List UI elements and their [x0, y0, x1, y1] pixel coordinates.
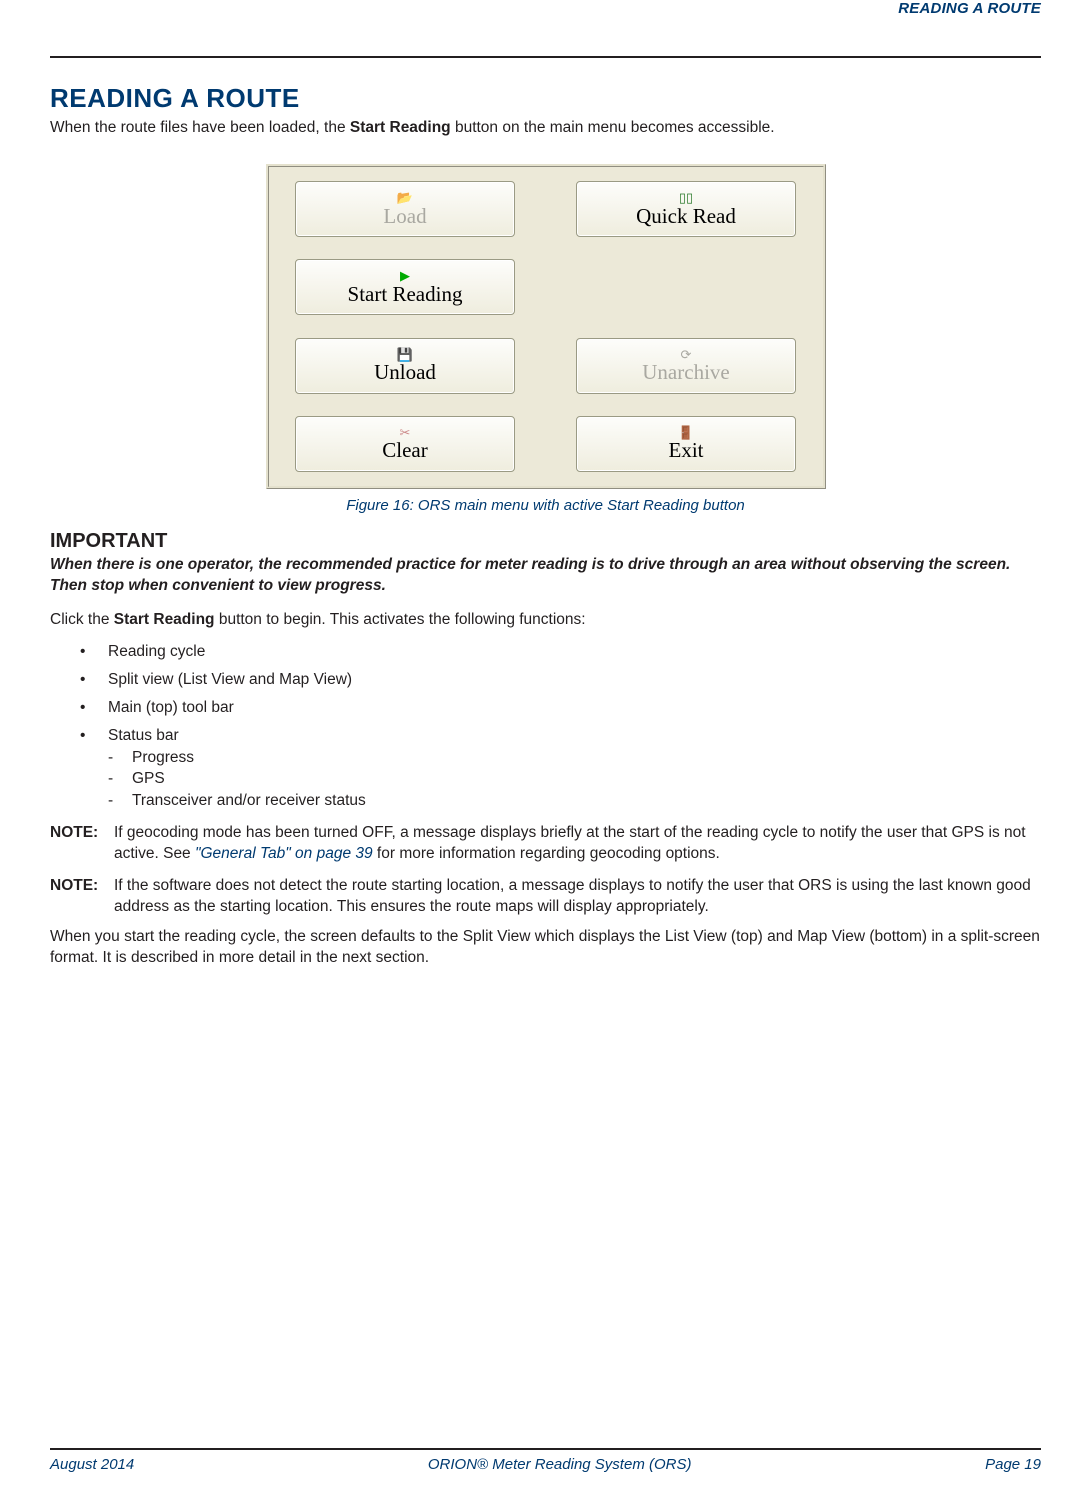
ors-main-menu-screenshot: 📂 Load ▯▯ Quick Read ▶ Start Reading 💾 U… — [266, 164, 826, 489]
clear-icon: ✂ — [400, 425, 411, 439]
list-item: Status bar Progress GPS Transceiver and/… — [80, 727, 1041, 812]
list-item: Progress — [108, 747, 1041, 769]
play-icon: ▶ — [400, 269, 410, 283]
note-label: NOTE: — [50, 875, 102, 918]
folder-open-icon: 📂 — [397, 191, 413, 205]
list-item: GPS — [108, 768, 1041, 790]
unarchive-label: Unarchive — [642, 361, 729, 384]
status-bar-sublist: Progress GPS Transceiver and/or receiver… — [108, 747, 1041, 812]
closing-paragraph: When you start the reading cycle, the sc… — [50, 927, 1041, 969]
important-heading: IMPORTANT — [50, 530, 1041, 553]
note-label: NOTE: — [50, 822, 102, 865]
footer-rule — [50, 1448, 1041, 1450]
quick-read-button: ▯▯ Quick Read — [576, 181, 796, 237]
footer-page: Page 19 — [985, 1456, 1041, 1473]
intro-paragraph: When the route files have been loaded, t… — [50, 118, 1041, 139]
note-body: If geocoding mode has been turned OFF, a… — [114, 822, 1041, 865]
start-reading-label: Start Reading — [348, 283, 463, 306]
intro-post: button on the main menu becomes accessib… — [451, 119, 775, 136]
click-bold: Start Reading — [114, 611, 215, 628]
save-icon: 💾 — [397, 347, 413, 361]
exit-label: Exit — [669, 439, 704, 462]
note-body: If the software does not detect the rout… — [114, 875, 1041, 918]
functions-list: Reading cycle Split view (List View and … — [50, 643, 1041, 812]
list-item: Main (top) tool bar — [80, 699, 1041, 717]
intro-bold: Start Reading — [350, 119, 451, 136]
footer-product: ORION® Meter Reading System (ORS) — [428, 1456, 692, 1473]
list-item-label: Status bar — [108, 727, 179, 744]
load-button: 📂 Load — [295, 181, 515, 237]
unarchive-icon: ⟳ — [681, 347, 692, 361]
page-footer: August 2014 ORION® Meter Reading System … — [50, 1448, 1041, 1473]
list-item: Reading cycle — [80, 643, 1041, 661]
intro-pre: When the route files have been loaded, t… — [50, 119, 350, 136]
note-2: NOTE: If the software does not detect th… — [50, 875, 1041, 918]
start-reading-button: ▶ Start Reading — [295, 259, 515, 315]
unload-button: 💾 Unload — [295, 338, 515, 394]
clear-button: ✂ Clear — [295, 416, 515, 472]
cross-reference-link[interactable]: "General Tab" on page 39 — [195, 845, 373, 862]
unarchive-button: ⟳ Unarchive — [576, 338, 796, 394]
note-1: NOTE: If geocoding mode has been turned … — [50, 822, 1041, 865]
note1-post: for more information regarding geocoding… — [373, 845, 720, 862]
exit-button: 🚪 Exit — [576, 416, 796, 472]
footer-date: August 2014 — [50, 1456, 134, 1473]
click-paragraph: Click the Start Reading button to begin.… — [50, 610, 1041, 631]
figure-caption: Figure 16: ORS main menu with active Sta… — [50, 497, 1041, 514]
click-pre: Click the — [50, 611, 114, 628]
list-item: Split view (List View and Map View) — [80, 671, 1041, 689]
exit-icon: 🚪 — [678, 425, 694, 439]
running-header: READING A ROUTE — [50, 0, 1041, 21]
load-label: Load — [383, 205, 426, 228]
important-body: When there is one operator, the recommen… — [50, 555, 1041, 597]
quick-read-label: Quick Read — [636, 205, 736, 228]
screenshot-figure: 📂 Load ▯▯ Quick Read ▶ Start Reading 💾 U… — [50, 164, 1041, 489]
unload-label: Unload — [374, 361, 436, 384]
list-item: Transceiver and/or receiver status — [108, 790, 1041, 812]
click-post: button to begin. This activates the foll… — [215, 611, 586, 628]
clear-label: Clear — [382, 439, 427, 462]
page-title: READING A ROUTE — [50, 83, 1041, 114]
header-rule — [50, 56, 1041, 58]
book-icon: ▯▯ — [679, 191, 693, 205]
